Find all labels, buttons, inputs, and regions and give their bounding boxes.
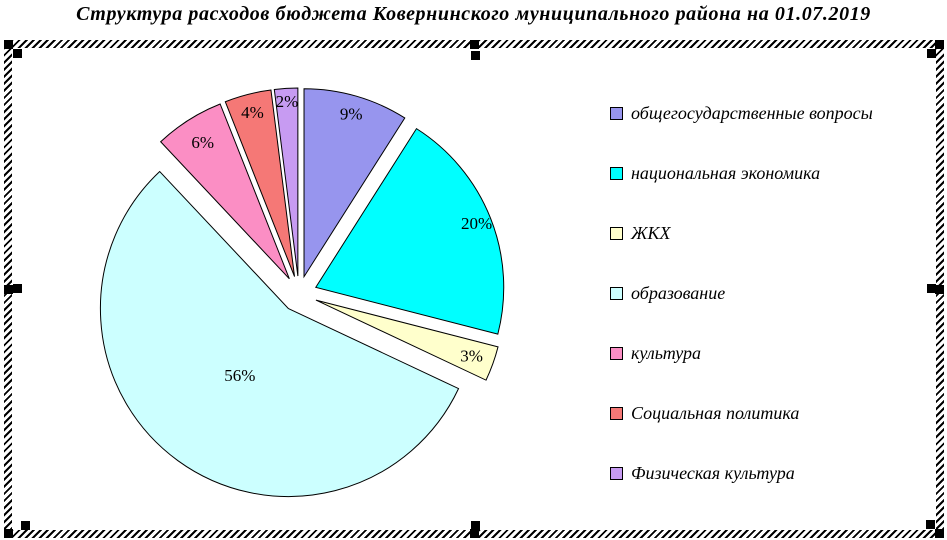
inner-resize-handle-middle-right[interactable] xyxy=(927,284,936,293)
pie-slice-4[interactable] xyxy=(99,170,460,498)
legend-label-1: общегосударственные вопросы xyxy=(631,103,873,123)
data-label-4: 56% xyxy=(224,366,255,385)
outer-resize-handle-middle-right[interactable] xyxy=(935,285,944,294)
legend-item-5[interactable]: культура xyxy=(610,323,873,383)
legend-swatch-3 xyxy=(610,226,623,240)
legend-item-4[interactable]: образование xyxy=(610,263,873,323)
legend-label-5: культура xyxy=(631,343,702,363)
outer-resize-handle-bottom-middle[interactable] xyxy=(470,529,479,538)
legend-swatch-4 xyxy=(610,286,623,300)
legend-swatch-7 xyxy=(610,466,623,480)
outer-resize-handle-top-right[interactable] xyxy=(935,40,944,49)
pie-slice-3[interactable] xyxy=(315,299,499,381)
legend-label-6: Социальная политика xyxy=(631,403,800,423)
outer-resize-handle-middle-left[interactable] xyxy=(4,285,13,294)
legend-item-1[interactable]: общегосударственные вопросы xyxy=(610,83,873,143)
pie-slice-5[interactable] xyxy=(159,103,290,280)
data-label-7: 2% xyxy=(276,92,299,111)
legend-label-3: ЖКХ xyxy=(631,223,671,243)
pie-slice-2[interactable] xyxy=(314,127,505,335)
pie-slice-6[interactable] xyxy=(224,89,296,277)
data-label-1: 9% xyxy=(340,105,363,124)
pie-slice-1[interactable] xyxy=(303,88,406,279)
inner-resize-handle-bottom-left[interactable] xyxy=(21,521,30,530)
inner-resize-handle-bottom-middle[interactable] xyxy=(471,521,480,530)
data-label-2: 20% xyxy=(461,214,492,233)
legend-label-7: Физическая культура xyxy=(631,463,795,483)
inner-resize-handle-bottom-right[interactable] xyxy=(926,520,935,529)
chart-title: Структура расходов бюджета Ковернинского… xyxy=(76,3,871,25)
outer-resize-handle-top-middle[interactable] xyxy=(470,40,479,49)
legend-item-7[interactable]: Физическая культура xyxy=(610,443,873,503)
data-label-5: 6% xyxy=(191,133,214,152)
chart-legend: общегосударственные вопросы национальная … xyxy=(610,83,873,503)
pie-slice-7[interactable] xyxy=(273,87,299,277)
outer-resize-handle-top-left[interactable] xyxy=(4,40,13,49)
inner-resize-handle-top-left[interactable] xyxy=(13,49,22,58)
inner-resize-handle-middle-left[interactable] xyxy=(13,284,22,293)
legend-swatch-6 xyxy=(610,406,623,420)
legend-label-2: национальная экономика xyxy=(631,163,821,183)
legend-item-6[interactable]: Социальная политика xyxy=(610,383,873,443)
data-label-3: 3% xyxy=(460,347,483,366)
outer-resize-handle-bottom-left[interactable] xyxy=(4,529,13,538)
legend-swatch-1 xyxy=(610,106,623,120)
outer-resize-handle-bottom-right[interactable] xyxy=(935,529,944,538)
legend-swatch-5 xyxy=(610,346,623,360)
legend-item-3[interactable]: ЖКХ xyxy=(610,203,873,263)
data-label-6: 4% xyxy=(241,103,264,122)
legend-swatch-2 xyxy=(610,166,623,180)
inner-resize-handle-top-right[interactable] xyxy=(927,49,936,58)
legend-label-4: образование xyxy=(631,283,726,303)
legend-item-2[interactable]: национальная экономика xyxy=(610,143,873,203)
inner-resize-handle-top-middle[interactable] xyxy=(471,51,480,60)
